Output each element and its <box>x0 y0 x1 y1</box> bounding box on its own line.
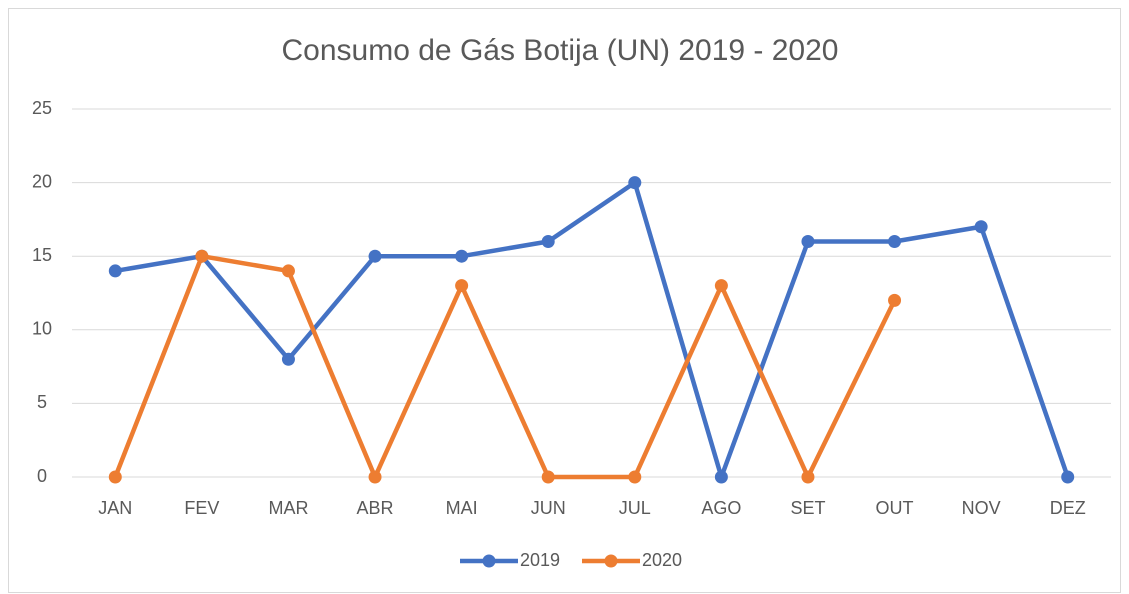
x-tick-label: AGO <box>701 498 741 518</box>
data-point <box>714 470 728 484</box>
data-point <box>888 293 902 307</box>
data-point <box>801 470 815 484</box>
data-point <box>628 176 642 190</box>
y-tick-label: 5 <box>37 392 47 412</box>
legend-marker <box>604 554 618 568</box>
y-tick-label: 15 <box>32 245 52 265</box>
data-point <box>541 234 555 248</box>
x-tick-label: SET <box>790 498 825 518</box>
data-point <box>455 249 469 263</box>
series-line <box>113 253 897 480</box>
x-tick-label: MAR <box>268 498 308 518</box>
data-point <box>541 470 555 484</box>
y-tick-label: 10 <box>32 319 52 339</box>
data-point <box>281 264 295 278</box>
y-tick-label: 25 <box>32 98 52 118</box>
x-tick-label: ABR <box>357 498 394 518</box>
x-tick-label: FEV <box>184 498 219 518</box>
data-point <box>108 264 122 278</box>
legend-label: 2019 <box>520 550 560 570</box>
x-tick-label: JAN <box>98 498 132 518</box>
x-tick-label: DEZ <box>1050 498 1086 518</box>
x-tick-label: JUL <box>619 498 651 518</box>
data-point <box>368 470 382 484</box>
data-point <box>195 249 209 263</box>
data-point <box>801 234 815 248</box>
y-tick-label: 0 <box>37 466 47 486</box>
data-point <box>888 234 902 248</box>
chart-title: Consumo de Gás Botija (UN) 2019 - 2020 <box>282 34 839 67</box>
data-point <box>455 279 469 293</box>
data-point <box>628 470 642 484</box>
y-tick-label: 20 <box>32 171 52 191</box>
data-point <box>368 249 382 263</box>
data-point <box>1061 470 1075 484</box>
data-point <box>281 352 295 366</box>
data-point <box>108 470 122 484</box>
data-point <box>714 279 728 293</box>
chart-border <box>8 8 1121 593</box>
x-tick-label: JUN <box>531 498 566 518</box>
legend-marker <box>482 554 496 568</box>
data-point <box>974 220 988 234</box>
series-line <box>113 180 1070 480</box>
legend-label: 2020 <box>642 550 682 570</box>
x-tick-label: MAI <box>446 498 478 518</box>
x-tick-label: OUT <box>876 498 914 518</box>
x-tick-label: NOV <box>962 498 1001 518</box>
